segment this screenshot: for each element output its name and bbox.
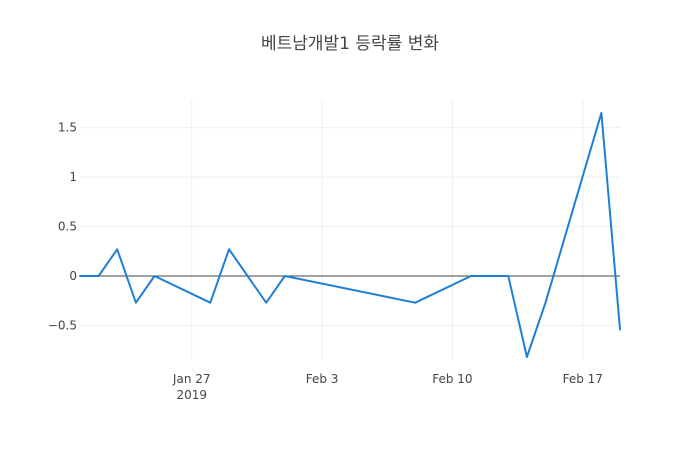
x-axis-ticks: Jan 27 2019 Feb 3 Feb 10 Feb 17 bbox=[172, 372, 603, 402]
y-tick-label: 0.5 bbox=[58, 220, 77, 234]
x-tick-label: Feb 17 bbox=[563, 372, 603, 386]
y-axis-ticks: −0.5 0 0.5 1 1.5 bbox=[48, 121, 77, 333]
x-tick-label: Feb 3 bbox=[306, 372, 339, 386]
chart-title: 베트남개발1 등락률 변화 bbox=[261, 34, 439, 54]
x-tick-sublabel: 2019 bbox=[176, 388, 207, 402]
series-line bbox=[79, 111, 621, 358]
y-tick-label: 1 bbox=[69, 170, 77, 184]
y-tick-label: 0 bbox=[69, 269, 77, 283]
y-tick-label: −0.5 bbox=[48, 318, 77, 332]
x-tick-label: Jan 27 bbox=[172, 372, 211, 386]
grid bbox=[80, 100, 620, 360]
series-layer bbox=[79, 111, 621, 358]
y-tick-label: 1.5 bbox=[58, 121, 77, 135]
x-tick-label: Feb 10 bbox=[432, 372, 472, 386]
